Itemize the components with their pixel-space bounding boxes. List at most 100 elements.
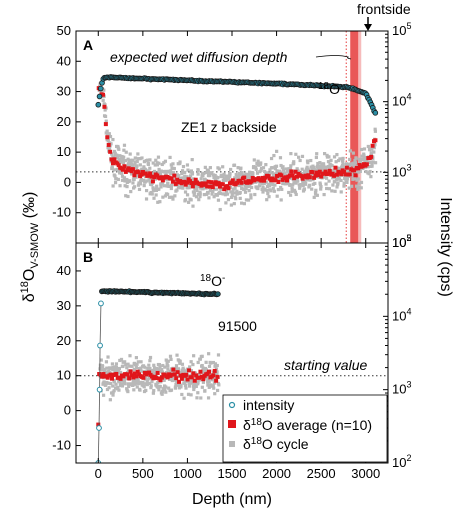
cycle-point (118, 154, 122, 158)
average-point (141, 375, 146, 380)
cycle-point (120, 174, 125, 178)
cycle-point (158, 365, 162, 369)
cycle-point (369, 152, 374, 156)
cycle-point (127, 161, 131, 165)
cycle-point (110, 166, 115, 170)
cycle-point (150, 368, 155, 373)
cycle-point (251, 173, 255, 178)
cycle-point (185, 193, 190, 197)
cycle-point (127, 383, 132, 387)
wet-diffusion-leader (315, 55, 352, 60)
average-point (135, 369, 140, 374)
cycle-point (215, 187, 219, 191)
cycle-point (288, 183, 292, 187)
cycle-point (127, 384, 131, 388)
wet-diffusion-annotation: expected wet diffusion depth (110, 49, 288, 65)
cycle-point (141, 380, 145, 385)
cycle-point (254, 165, 258, 169)
cycle-point (100, 368, 104, 372)
cycle-point (183, 383, 188, 388)
cycle-point (226, 177, 231, 181)
average-point (242, 175, 247, 180)
cycle-point (207, 196, 211, 200)
cycle-point (122, 379, 127, 384)
cycle-point (324, 176, 329, 180)
cycle-point (189, 369, 193, 373)
average-point (190, 184, 195, 189)
average-point (319, 174, 324, 179)
cycle-point (103, 114, 108, 119)
cycle-point (136, 157, 141, 161)
average-point (143, 171, 148, 176)
cycle-point (257, 184, 262, 188)
average-point (158, 378, 163, 383)
cycle-point (280, 171, 284, 175)
y-left-tick-label: 20 (57, 114, 71, 129)
intensity-rise-line (99, 303, 102, 346)
cycle-point (137, 187, 142, 192)
cycle-point (190, 158, 194, 162)
cycle-point (123, 184, 127, 188)
cycle-point (138, 388, 142, 392)
average-point (292, 176, 297, 181)
cycle-point (261, 186, 265, 190)
cycle-point (275, 149, 279, 153)
cycle-point (358, 158, 362, 162)
y-right-axis-label: Intensity (cps) (437, 197, 454, 297)
cycle-point (308, 183, 312, 187)
cycle-point (210, 171, 214, 175)
cycle-point (169, 171, 173, 176)
cycle-point (135, 159, 139, 164)
cycle-point (130, 364, 134, 368)
average-point (364, 162, 369, 167)
cycle-point (289, 176, 293, 180)
average-point (306, 173, 311, 178)
cycle-point (341, 162, 345, 167)
cycle-point (146, 162, 151, 166)
cycle-point (184, 386, 188, 390)
cycle-point (216, 353, 221, 357)
cycle-point (314, 192, 318, 196)
cycle-point (151, 391, 155, 395)
cycle-point (360, 154, 364, 158)
cycle-point (167, 195, 172, 199)
cycle-point (283, 171, 287, 175)
cycle-point (232, 191, 236, 195)
cycle-point (210, 192, 214, 196)
cycle-point (183, 381, 187, 385)
cycle-point (133, 382, 137, 386)
cycle-point (315, 152, 319, 156)
average-point (192, 181, 197, 186)
cycle-point (278, 156, 283, 160)
average-point (279, 173, 284, 178)
cycle-point (330, 164, 334, 168)
cycle-point (342, 166, 346, 170)
average-point (132, 173, 137, 178)
cycle-point (348, 149, 352, 153)
x-tick-label: 2000 (262, 466, 291, 481)
cycle-point (325, 153, 329, 158)
cycle-point (126, 389, 130, 394)
cycle-point (164, 358, 168, 362)
average-point (152, 175, 157, 180)
cycle-point (259, 168, 263, 172)
y-right-tick-label: 103 (392, 380, 411, 397)
cycle-point (284, 167, 288, 171)
cycle-point (104, 360, 109, 364)
cycle-point (310, 167, 314, 171)
average-point (212, 368, 217, 373)
cycle-point (139, 369, 143, 373)
cycle-point (203, 165, 207, 169)
average-point (373, 138, 378, 143)
cycle-point (219, 187, 223, 191)
cycle-point (212, 195, 216, 199)
x-tick-label: 1000 (173, 466, 202, 481)
cycle-point (132, 176, 136, 180)
cycle-point (250, 185, 254, 190)
y-left-tick-label: 10 (57, 144, 71, 159)
cycle-point (206, 191, 210, 195)
cycle-point (161, 363, 165, 368)
cycle-point (288, 167, 293, 171)
y-left-tick-label: 40 (57, 263, 71, 278)
cycle-point (195, 185, 200, 189)
